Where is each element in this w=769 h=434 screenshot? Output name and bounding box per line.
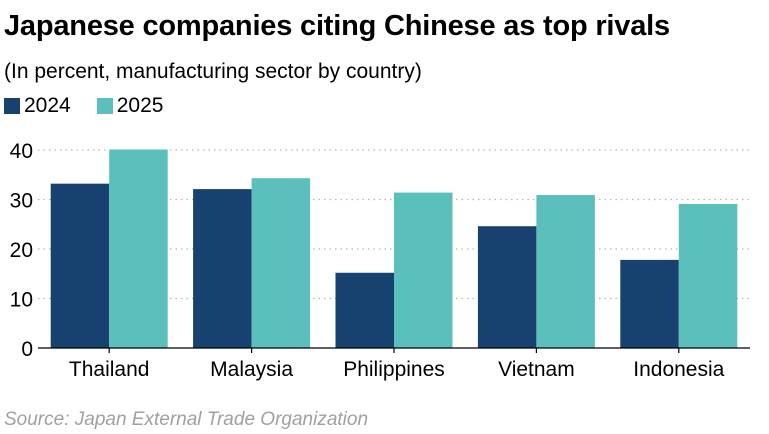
y-tick-label-10: 10 — [10, 289, 33, 312]
bar-2025-philippines — [394, 192, 453, 348]
x-tick-label-thailand: Thailand — [69, 358, 150, 381]
bar-2025-thailand — [109, 149, 168, 348]
bar-2025-vietnam — [536, 195, 595, 348]
y-tick-label-20: 20 — [10, 239, 33, 262]
bar-2024-philippines — [335, 272, 394, 348]
legend: 2024 2025 — [4, 94, 189, 118]
bar-2025-malaysia — [251, 178, 311, 348]
legend-label-2025: 2025 — [116, 94, 164, 117]
source-note: Source: Japan External Trade Organizatio… — [4, 409, 369, 430]
bar-2024-vietnam — [477, 226, 537, 348]
bar-2024-indonesia — [620, 259, 679, 348]
chart-subtitle: (In percent, manufacturing sector by cou… — [4, 60, 422, 83]
bar-2024-thailand — [50, 183, 110, 348]
legend-item-2025: 2025 — [96, 94, 164, 118]
x-tick-label-vietnam: Vietnam — [498, 358, 575, 381]
x-tick-label-indonesia: Indonesia — [633, 358, 724, 381]
y-tick-label-40: 40 — [10, 140, 33, 163]
x-tick-label-malaysia: Malaysia — [210, 358, 293, 381]
y-tick-label-0: 0 — [21, 338, 33, 361]
bar-2024-malaysia — [193, 189, 252, 348]
x-tick-label-philippines: Philippines — [343, 358, 445, 381]
legend-label-2024: 2024 — [24, 94, 71, 117]
legend-swatch-2025 — [96, 98, 113, 114]
y-tick-label-30: 30 — [10, 190, 33, 213]
bar-2025-indonesia — [678, 203, 738, 348]
chart-title: Japanese companies citing Chinese as top… — [4, 10, 670, 42]
legend-swatch-2024 — [4, 98, 20, 114]
legend-item-2024: 2024 — [4, 94, 71, 118]
